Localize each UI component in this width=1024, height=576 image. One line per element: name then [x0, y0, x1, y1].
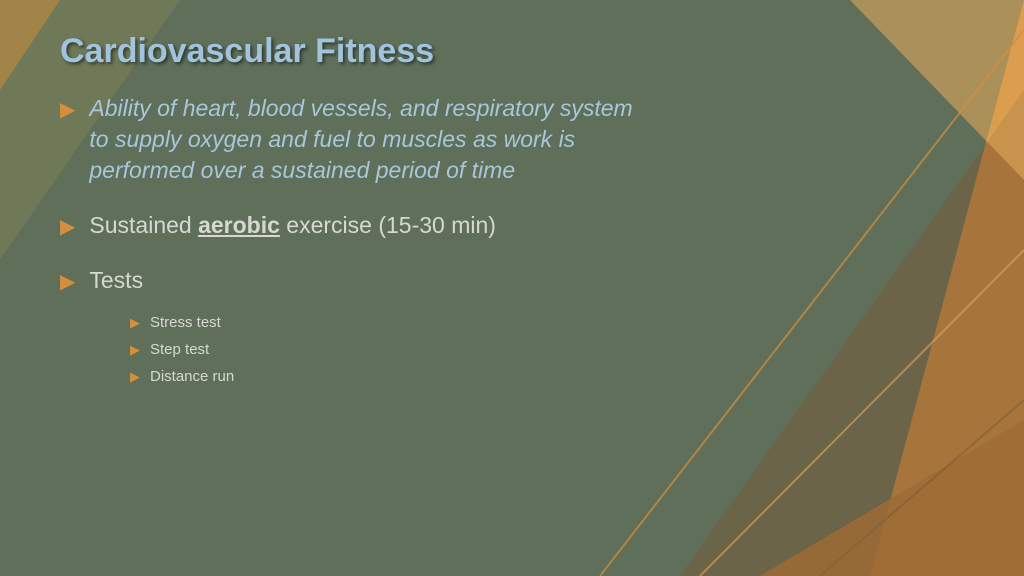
bullet-item: ▶ Tests: [60, 265, 964, 296]
bullet-text: Sustained aerobic exercise (15-30 min): [89, 210, 649, 241]
sub-bullet-text: Stress test: [150, 314, 221, 331]
triangle-bullet-icon: ▶: [60, 269, 75, 296]
main-bullet-list: ▶ Ability of heart, blood vessels, and r…: [60, 93, 964, 296]
sub-bullet-text: Step test: [150, 341, 209, 358]
slide-content: Cardiovascular Fitness ▶ Ability of hear…: [0, 0, 1024, 576]
triangle-bullet-icon: ▶: [60, 97, 75, 124]
triangle-bullet-icon: ▶: [130, 342, 140, 358]
sub-bullet-list: ▶ Stress test ▶ Step test ▶ Distance run: [130, 314, 964, 385]
bullet-text: Tests: [89, 265, 649, 296]
sub-bullet-text: Distance run: [150, 368, 234, 385]
slide: Cardiovascular Fitness ▶ Ability of hear…: [0, 0, 1024, 576]
triangle-bullet-icon: ▶: [60, 214, 75, 241]
triangle-bullet-icon: ▶: [130, 369, 140, 385]
triangle-bullet-icon: ▶: [130, 315, 140, 331]
sub-bullet-item: ▶ Distance run: [130, 368, 964, 385]
slide-title: Cardiovascular Fitness: [60, 32, 964, 71]
bullet-text: Ability of heart, blood vessels, and res…: [89, 93, 649, 186]
sub-bullet-item: ▶ Step test: [130, 341, 964, 358]
bullet-item: ▶ Ability of heart, blood vessels, and r…: [60, 93, 964, 186]
sub-bullet-item: ▶ Stress test: [130, 314, 964, 331]
bullet-item: ▶ Sustained aerobic exercise (15-30 min): [60, 210, 964, 241]
